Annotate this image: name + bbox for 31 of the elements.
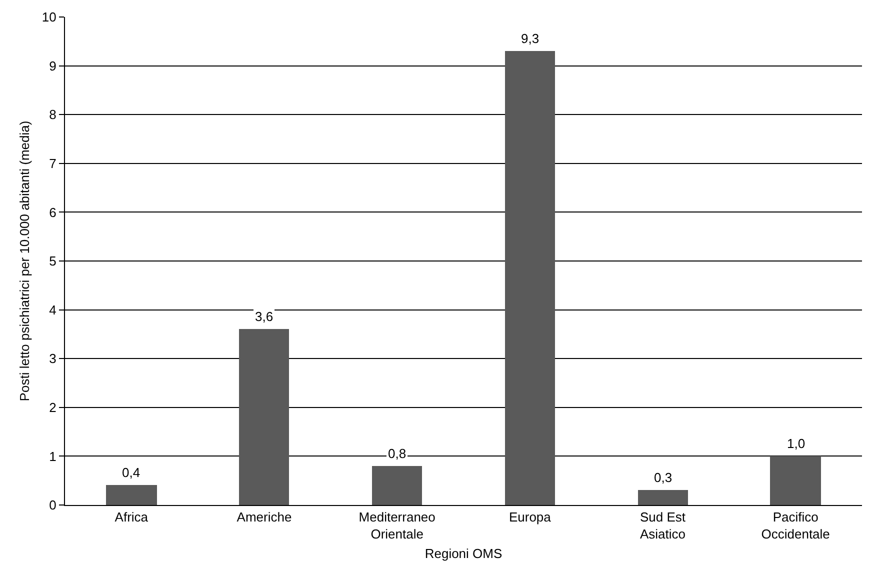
y-tick-label: 3 (49, 351, 56, 366)
data-label: 0,8 (388, 446, 406, 461)
y-tick-label: 7 (49, 156, 56, 171)
y-tick-label: 9 (49, 58, 56, 74)
data-label: 9,3 (521, 31, 540, 46)
bar (638, 490, 688, 505)
x-tick-label: Europa (508, 510, 552, 525)
data-label: 0,3 (654, 470, 672, 485)
x-tick-label: Mediterraneo Orientale (358, 510, 436, 542)
y-tick-label: 6 (49, 204, 56, 220)
bar (239, 329, 289, 505)
y-tick-label: 10 (42, 10, 56, 25)
y-tick-label: 1 (49, 448, 56, 464)
data-label: 1,0 (787, 436, 806, 451)
y-tick-label: 4 (49, 302, 56, 318)
data-label: 0,4 (122, 465, 140, 480)
y-tick-label: 0 (49, 498, 56, 513)
bar (505, 51, 555, 505)
x-tick-label: Americhe (236, 510, 292, 525)
x-tick-label: Pacifico Occidentale (761, 510, 830, 542)
y-tick-label: 2 (49, 400, 56, 415)
y-axis-title: Posti letto psichiatrici per 10.000 abitanti (media) (17, 120, 32, 402)
bar (372, 466, 422, 505)
y-tick-label: 8 (49, 107, 56, 122)
bar (770, 456, 821, 505)
x-tick-label: Sud Est Asiatico (640, 510, 686, 542)
x-axis-title: Regioni OMS (424, 546, 502, 562)
y-tick-label: 5 (49, 254, 56, 269)
data-label: 3,6 (255, 309, 274, 324)
x-tick-label: Africa (114, 510, 149, 525)
bar (106, 485, 157, 505)
